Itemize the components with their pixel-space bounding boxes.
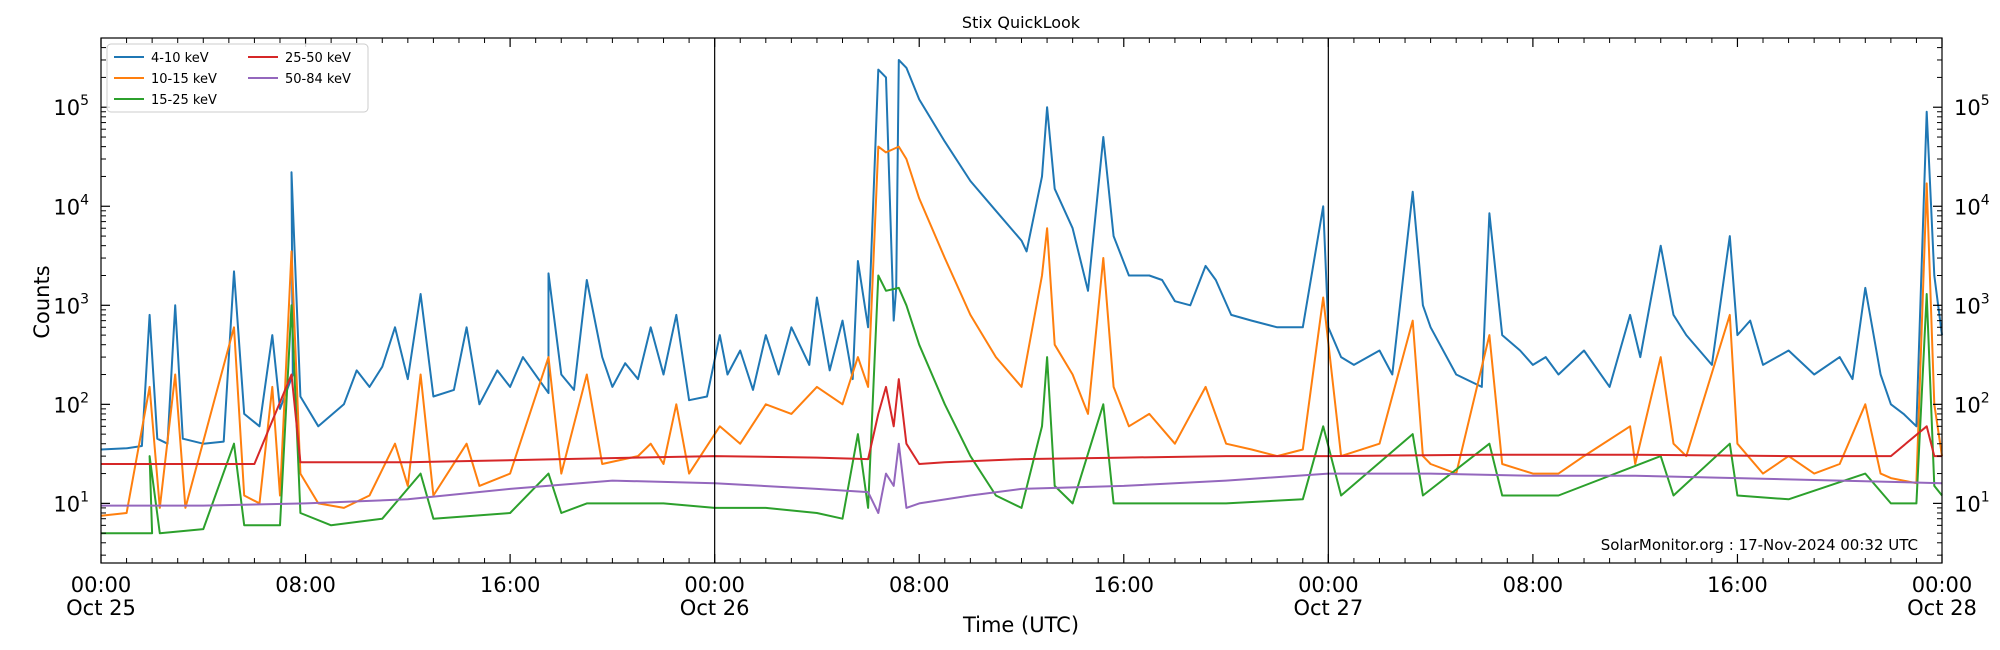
legend-label-1: 10-15 keV (151, 72, 217, 87)
legend-label-2: 15-25 keV (151, 93, 217, 108)
y-tick-label-right-4: 105 (1954, 93, 1990, 120)
series-line-3 (101, 373, 1942, 465)
x-tick-sublabel-3: Oct 26 (680, 596, 750, 620)
x-tick-sublabel-6: Oct 27 (1293, 596, 1363, 620)
y-tick-label-left-0: 101 (53, 489, 89, 516)
x-tick-label-0: 00:00 (71, 573, 132, 597)
x-tick-sublabel-9: Oct 28 (1907, 596, 1977, 620)
x-tick-label-8: 16:00 (1707, 573, 1768, 597)
series-layer (100, 59, 1943, 535)
chart-title: Stix QuickLook (962, 13, 1081, 32)
x-tick-label-6: 00:00 (1298, 573, 1359, 597)
y-tick-label-left-3: 104 (53, 192, 89, 219)
y-tick-label-left-4: 105 (53, 93, 89, 120)
legend-box (106, 43, 369, 113)
x-tick-label-1: 08:00 (275, 573, 336, 597)
x-tick-label-7: 08:00 (1503, 573, 1564, 597)
x-axis-label: Time (UTC) (962, 613, 1079, 637)
series-line-4 (101, 442, 1943, 514)
series-line-2 (101, 274, 1943, 535)
timestamp-annotation: SolarMonitor.org : 17-Nov-2024 00:32 UTC (1601, 536, 1918, 554)
legend-label-3: 25-50 keV (285, 51, 351, 66)
y-tick-label-right-0: 101 (1954, 489, 1990, 516)
y-tick-label-left-2: 103 (53, 291, 89, 318)
y-tick-label-right-2: 103 (1954, 291, 1990, 318)
legend: 4-10 keV 10-15 keV 15-25 keV 25-50 keV 50-84… (106, 43, 369, 113)
x-tick-label-5: 16:00 (1094, 573, 1155, 597)
series-line-0 (100, 59, 1943, 451)
x-tick-label-2: 16:00 (480, 573, 541, 597)
plot-frame (100, 37, 1943, 564)
x-tick-label-4: 08:00 (889, 573, 950, 597)
y-axis-label: Counts (30, 265, 54, 338)
series-line-1 (100, 145, 1943, 517)
x-tick-label-9: 00:00 (1912, 573, 1973, 597)
legend-label-0: 4-10 keV (151, 51, 209, 66)
x-tick-label-3: 00:00 (684, 573, 745, 597)
x-tick-sublabel-0: Oct 25 (66, 596, 136, 620)
legend-label-4: 50-84 keV (285, 72, 351, 87)
y-tick-label-right-1: 102 (1954, 390, 1990, 417)
y-tick-label-right-3: 104 (1954, 192, 1990, 219)
plot-border (100, 37, 1943, 564)
y-tick-label-left-1: 102 (53, 390, 89, 417)
